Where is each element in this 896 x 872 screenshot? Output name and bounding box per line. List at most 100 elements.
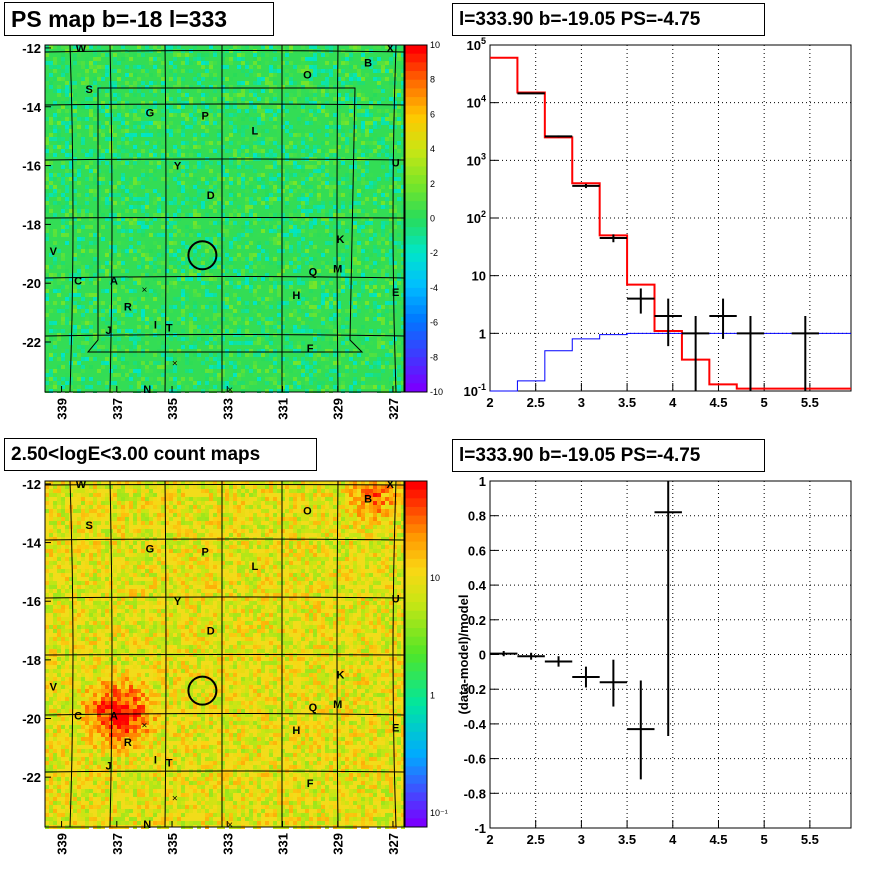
count_map-pixel: [141, 493, 145, 497]
count_map-pixel: [261, 521, 265, 525]
ps_map-pixel: [225, 105, 229, 109]
ps_map-pixel: [61, 225, 65, 229]
count_map-pixel: [177, 521, 181, 525]
ps_map-pixel: [129, 221, 133, 225]
count_map-pixel: [57, 501, 61, 505]
count_map-pixel: [233, 521, 237, 525]
ps_map-pixel: [353, 221, 357, 225]
ps_map-pixel: [385, 61, 389, 65]
ps_map-pixel: [73, 353, 77, 357]
count_map-pixel: [209, 533, 213, 537]
count_map-pixel: [361, 529, 365, 533]
ps_map-pixel: [245, 61, 249, 65]
ps_map-pixel: [105, 169, 109, 173]
ps_map-pixel: [161, 217, 165, 221]
ps_map-pixel: [257, 321, 261, 325]
count_map-pixel: [265, 497, 269, 501]
ps_map-pixel: [65, 185, 69, 189]
ps_map-pixel: [197, 313, 201, 317]
ps_map-pixel: [97, 189, 101, 193]
ps_map-pixel: [273, 121, 277, 125]
ps_map-pixel: [109, 149, 113, 153]
ps_map-pixel: [77, 165, 81, 169]
ps_map-pixel: [209, 353, 213, 357]
ps_map-pixel: [377, 125, 381, 129]
ps_map-pixel: [125, 201, 129, 205]
count_map-pixel: [169, 509, 173, 513]
ps_map-pixel: [133, 289, 137, 293]
ps_map-pixel: [401, 325, 405, 329]
ps_map-pixel: [157, 161, 161, 165]
count_map-pixel: [369, 489, 373, 493]
ps_map-pixel: [385, 361, 389, 365]
ps_map-pixel: [257, 177, 261, 181]
ps_map-pixel: [141, 273, 145, 277]
count_map-pixel: [229, 481, 233, 485]
ps_map-pixel: [85, 153, 89, 157]
ps_map-pixel: [93, 281, 97, 285]
count_map-pixel: [81, 509, 85, 513]
ps_map-pixel: [297, 281, 301, 285]
ps_map-pixel: [321, 181, 325, 185]
ps_map-pixel: [145, 129, 149, 133]
ps_map-pixel: [133, 105, 137, 109]
ps_map-pixel: [229, 305, 233, 309]
ps_map-pixel: [321, 81, 325, 85]
count_map-pixel: [369, 505, 373, 509]
count_map-pixel: [197, 509, 201, 513]
ps_map-pixel: [65, 129, 69, 133]
ps_map-pixel: [221, 329, 225, 333]
ps_map-pixel: [77, 373, 81, 377]
ps_map-pixel: [261, 301, 265, 305]
ps_map-pixel: [373, 209, 377, 213]
ps_map-pixel: [185, 213, 189, 217]
ps_map-pixel: [165, 309, 169, 313]
ps_map-pixel: [397, 333, 401, 337]
count_map-pixel: [241, 485, 245, 489]
ps_map-pixel: [65, 117, 69, 121]
count_map-pixel: [333, 505, 337, 509]
ps_map-pixel: [333, 385, 337, 389]
ps_map-pixel: [81, 101, 85, 105]
ps_map-pixel: [105, 273, 109, 277]
ps_map-pixel: [325, 185, 329, 189]
ps_map-pixel: [349, 89, 353, 93]
ps_map-pixel: [217, 173, 221, 177]
ps_map-pixel: [241, 273, 245, 277]
ps_map-pixel: [145, 57, 149, 61]
ps_map-pixel: [245, 281, 249, 285]
ps_map-pixel: [345, 373, 349, 377]
ps_map-pixel: [397, 117, 401, 121]
ps_map-pixel: [61, 261, 65, 265]
ps_map-pixel: [197, 153, 201, 157]
ps_map-pixel: [73, 45, 77, 49]
ps_map-pixel: [301, 105, 305, 109]
ps_map-pixel: [389, 137, 393, 141]
ps_map-pixel: [229, 165, 233, 169]
ps_map-pixel: [113, 153, 117, 157]
ps_map-pixel: [309, 265, 313, 269]
ps_map-pixel: [73, 85, 77, 89]
ps_map-pixel: [305, 197, 309, 201]
ps_map-pixel: [373, 89, 377, 93]
ps_map-pixel: [177, 297, 181, 301]
ps_map-pixel: [165, 345, 169, 349]
ps_map-pixel: [225, 381, 229, 385]
ps_map-pixel: [77, 145, 81, 149]
ps_map-pixel: [361, 233, 365, 237]
count_map-pixel: [145, 493, 149, 497]
ps_map-pixel: [129, 229, 133, 233]
ps_map-pixel: [297, 385, 301, 389]
ps_map-pixel: [213, 365, 217, 369]
ps_map-pixel: [257, 257, 261, 261]
ps_map-pixel: [229, 385, 233, 389]
ps_map-pixel: [121, 353, 125, 357]
count_map-pixel: [249, 509, 253, 513]
ps_map-pixel: [325, 289, 329, 293]
count_map-pixel: [261, 485, 265, 489]
ps_map-pixel: [145, 365, 149, 369]
ps_map-pixel: [397, 177, 401, 181]
ps_map-pixel: [61, 317, 65, 321]
ps_map-pixel: [209, 337, 213, 341]
ps_map-pixel: [293, 265, 297, 269]
